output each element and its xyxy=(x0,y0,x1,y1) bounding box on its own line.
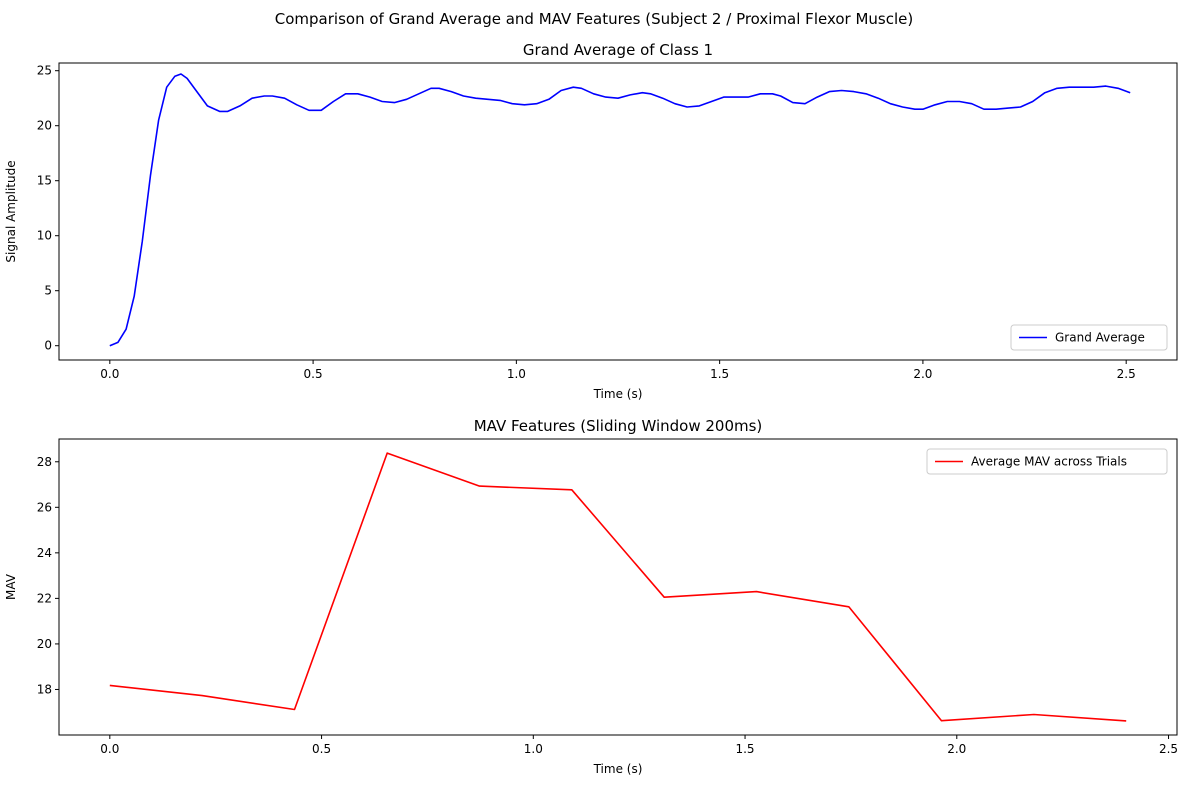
x-tick-label: 0.5 xyxy=(312,742,331,756)
y-tick-label: 24 xyxy=(37,546,52,560)
x-tick-label: 0.0 xyxy=(100,742,119,756)
legend-label: Grand Average xyxy=(1055,331,1145,345)
chart-title: Grand Average of Class 1 xyxy=(523,41,713,59)
legend: Grand Average xyxy=(1010,324,1168,351)
grand-average-panel: Grand Average of Class 1 Time (s) Signal A… xyxy=(4,41,1178,401)
figure-suptitle: Comparison of Grand Average and MAV Feat… xyxy=(275,10,913,28)
x-axis-label: Time (s) xyxy=(593,762,643,776)
y-tick-label: 22 xyxy=(37,591,52,605)
x-tick-label: 2.5 xyxy=(1117,367,1136,381)
x-tick-label: 1.5 xyxy=(735,742,754,756)
chart-title: MAV Features (Sliding Window 200ms) xyxy=(474,417,763,435)
legend-label: Average MAV across Trials xyxy=(971,455,1127,469)
y-tick-label: 28 xyxy=(37,455,52,469)
x-tick-label: 1.5 xyxy=(710,367,729,381)
legend-box xyxy=(1010,324,1168,351)
y-axis-label: MAV xyxy=(4,573,18,600)
mav-features-panel: MAV Features (Sliding Window 200ms) Time … xyxy=(4,417,1178,776)
legend-box xyxy=(926,448,1168,475)
y-tick-label: 10 xyxy=(37,229,52,243)
legend: Average MAV across Trials xyxy=(926,448,1168,475)
y-tick-label: 0 xyxy=(44,339,52,353)
x-tick-label: 1.0 xyxy=(524,742,543,756)
y-tick-label: 18 xyxy=(37,682,52,696)
y-tick-label: 25 xyxy=(37,64,52,78)
x-tick-label: 0.5 xyxy=(304,367,323,381)
y-tick-label: 20 xyxy=(37,119,52,133)
y-tick-label: 20 xyxy=(37,637,52,651)
plot-frame xyxy=(58,62,1178,361)
x-tick-label: 2.0 xyxy=(913,367,932,381)
series-line xyxy=(109,452,1127,722)
y-axis-label: Signal Amplitude xyxy=(4,160,18,262)
x-tick-label: 1.0 xyxy=(507,367,526,381)
series-line xyxy=(109,73,1131,347)
x-tick-label: 2.0 xyxy=(947,742,966,756)
plot-frame xyxy=(58,438,1178,736)
y-tick-label: 26 xyxy=(37,500,52,514)
x-tick-label: 0.0 xyxy=(100,367,119,381)
y-tick-label: 5 xyxy=(44,284,52,298)
y-tick-label: 15 xyxy=(37,174,52,188)
x-tick-label: 2.5 xyxy=(1159,742,1178,756)
x-axis-label: Time (s) xyxy=(593,387,643,401)
